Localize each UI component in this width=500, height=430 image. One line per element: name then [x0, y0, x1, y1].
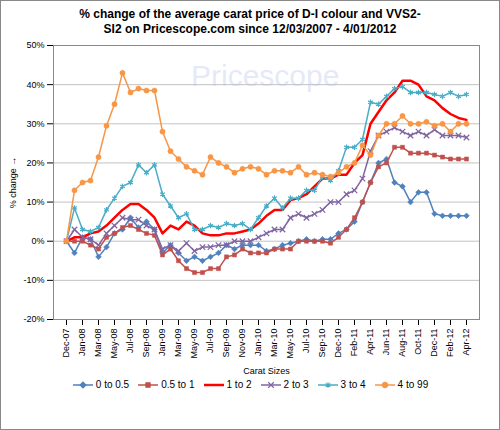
svg-text:Dec-07: Dec-07 — [61, 329, 71, 358]
svg-text:-20%: -20% — [23, 314, 44, 324]
html-text:2 to 3: 2 to 3 — [283, 379, 309, 390]
svg-text:Sep-09: Sep-09 — [221, 329, 231, 358]
svg-text:Carat Sizes: Carat Sizes — [243, 366, 290, 376]
svg-text:Mar-09: Mar-09 — [173, 329, 183, 358]
svg-text:Nov-09: Nov-09 — [237, 329, 247, 358]
html-text:0.5 to 1: 0.5 to 1 — [161, 379, 195, 390]
svg-text:30%: 30% — [26, 119, 44, 129]
svg-text:0%: 0% — [31, 236, 44, 246]
svg-text:May-10: May-10 — [285, 329, 295, 359]
svg-text:Jan-08: Jan-08 — [77, 329, 87, 357]
svg-text:Mar-10: Mar-10 — [269, 329, 279, 358]
svg-text:-10%: -10% — [23, 275, 44, 285]
svg-text:20%: 20% — [26, 158, 44, 168]
svg-text:Jul-10: Jul-10 — [301, 329, 311, 354]
svg-text:Jan-10: Jan-10 — [253, 329, 263, 357]
svg-text:Jul-09: Jul-09 — [205, 329, 215, 354]
svg-text:May-09: May-09 — [189, 329, 199, 359]
svg-text:Sep-08: Sep-08 — [141, 329, 151, 358]
html-text:3 to 4: 3 to 4 — [340, 379, 366, 390]
svg-text:Jun-11: Jun-11 — [381, 329, 391, 356]
svg-text:Jan-09: Jan-09 — [157, 329, 167, 357]
svg-text:Oct-11: Oct-11 — [413, 329, 423, 355]
svg-text:Jul-08: Jul-08 — [125, 329, 135, 354]
html-text:Pricescope: Pricescope — [191, 59, 340, 92]
svg-text:Sep-10: Sep-10 — [317, 329, 327, 358]
svg-text:50%: 50% — [26, 40, 44, 50]
svg-text:Mar-08: Mar-08 — [93, 329, 103, 358]
html-text:% change of the average carat: % change of the average carat price of D… — [79, 7, 421, 36]
svg-text:10%: 10% — [26, 197, 44, 207]
svg-text:Apr-12: Apr-12 — [461, 329, 471, 356]
svg-text:Feb-12: Feb-12 — [445, 329, 455, 358]
html-text:4 to 99: 4 to 99 — [397, 379, 429, 390]
svg-text:Apr-11: Apr-11 — [365, 329, 375, 355]
svg-text:Feb-11: Feb-11 — [349, 329, 359, 357]
svg-text:Aug-11: Aug-11 — [397, 329, 407, 357]
svg-text:Dec-10: Dec-10 — [333, 329, 343, 358]
html-text:0 to 0.5: 0 to 0.5 — [95, 379, 130, 390]
html-text:1 to 2: 1 to 2 — [226, 379, 252, 390]
svg-text:May-08: May-08 — [109, 329, 119, 359]
svg-text:% change →: % change → — [8, 157, 18, 209]
svg-text:Dec-11: Dec-11 — [429, 329, 439, 357]
svg-text:40%: 40% — [26, 80, 44, 90]
